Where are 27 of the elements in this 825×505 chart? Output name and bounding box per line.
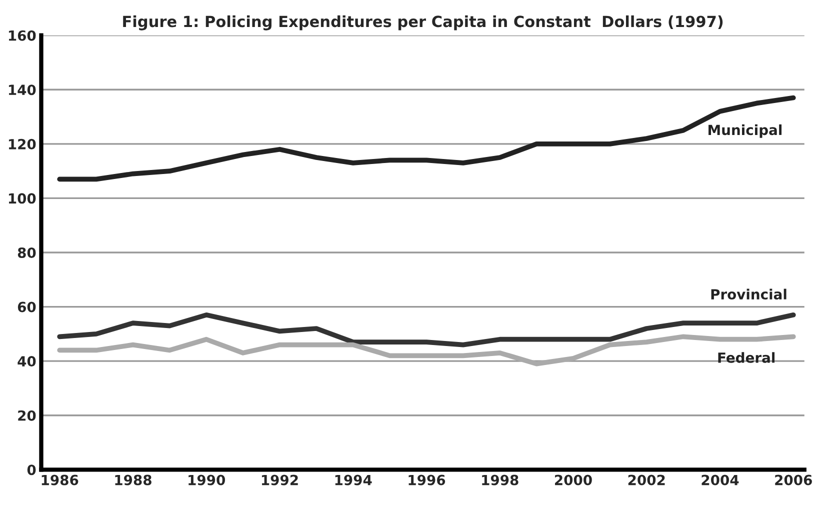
y-tick-label: 80 xyxy=(18,247,36,258)
x-tick-label: 2006 xyxy=(775,474,812,486)
x-tick-label: 1990 xyxy=(188,474,226,486)
x-tick-label: 2004 xyxy=(702,474,739,486)
x-tick-label: 1988 xyxy=(115,474,152,486)
chart-title: Figure 1: Policing Expenditures per Capita in Constant Dollars (1997) xyxy=(123,15,723,30)
y-tick-label: 40 xyxy=(18,356,36,367)
series-label: Municipal xyxy=(708,124,782,138)
y-tick-label: 120 xyxy=(8,138,36,150)
y-tick-label: 140 xyxy=(8,84,36,96)
x-tick-label: 1986 xyxy=(42,474,78,486)
x-tick-label: 1996 xyxy=(408,474,446,486)
y-tick-label: 160 xyxy=(8,30,36,41)
x-tick-label: 2000 xyxy=(555,474,592,486)
line-series xyxy=(57,334,796,366)
x-tick-label: 2002 xyxy=(628,474,665,486)
y-tick-label: 20 xyxy=(18,410,36,421)
y-tick-label: 100 xyxy=(8,193,36,204)
line-series xyxy=(57,312,796,348)
x-tick-label: 1994 xyxy=(335,474,372,486)
series-label: Provincial xyxy=(711,288,786,300)
y-tick-label: 60 xyxy=(18,302,36,312)
x-tick-label: 1998 xyxy=(482,474,518,486)
series-label: Federal xyxy=(718,352,775,363)
x-tick-label: 1992 xyxy=(262,474,298,486)
y-tick-label: 0 xyxy=(27,464,36,476)
line-series xyxy=(57,95,796,182)
